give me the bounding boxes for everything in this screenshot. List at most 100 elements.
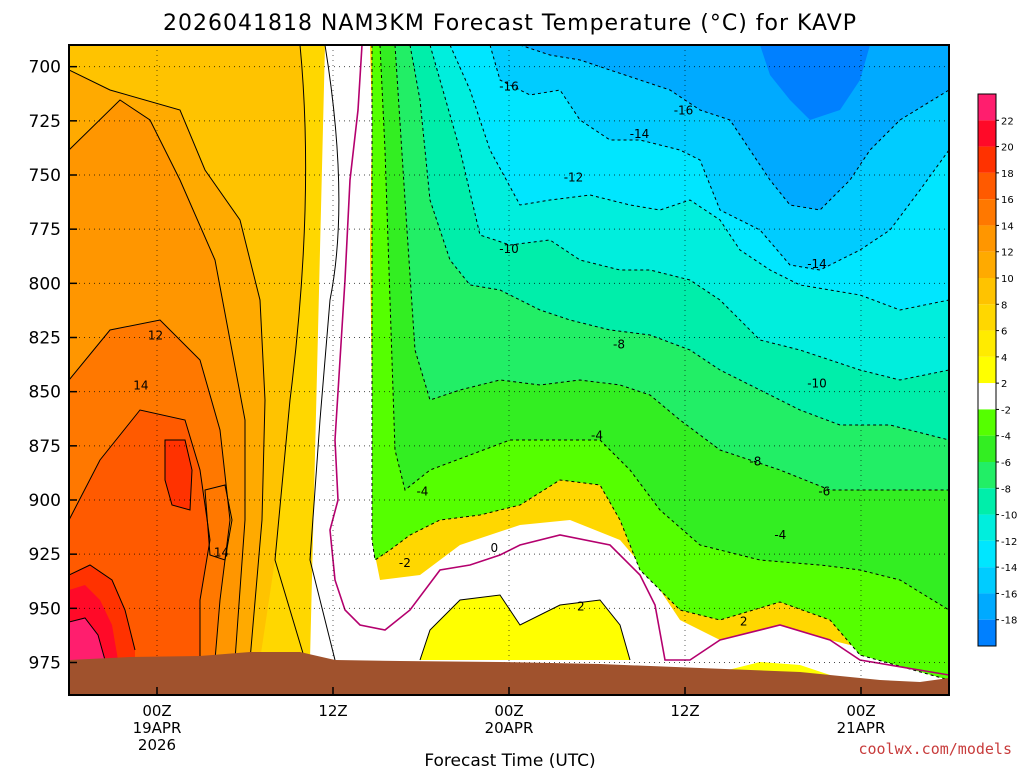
- contour-plus-18: [69, 564, 136, 651]
- colorbar-swatch: [978, 146, 996, 173]
- colorbar-swatch: [978, 462, 996, 489]
- colorbar-swatch: [978, 251, 996, 278]
- y-tick-label: 725: [29, 112, 61, 132]
- contour-label: -8: [613, 337, 625, 351]
- colorbar-swatch: [978, 278, 996, 305]
- band-warm-18: [165, 440, 192, 510]
- colorbar-label: 22: [1001, 116, 1014, 127]
- colorbar-label: -2: [1001, 405, 1011, 416]
- contour-label: 14: [133, 379, 148, 393]
- colorbar-label: -14: [1001, 563, 1017, 574]
- colorbar-swatch: [978, 225, 996, 252]
- contour-minus-16: [519, 45, 949, 211]
- band-surface-warm: [420, 595, 630, 660]
- x-axis-label: Forecast Time (UTC): [424, 751, 595, 768]
- y-tick-label: 800: [29, 274, 61, 294]
- contour-labels: -16 -16 -14 -12 -10 -14 -8 -10 -4 -8 -6 -4 -4 -2 0 2 2 12…: [133, 80, 830, 629]
- colorbar-swatch: [978, 172, 996, 200]
- contour-label: -10: [807, 376, 827, 390]
- contour-label: -16: [674, 103, 694, 117]
- x-tick-label: 12Z: [318, 702, 347, 720]
- colorbar-swatch: [978, 567, 996, 594]
- colorbar-swatch: [978, 383, 996, 410]
- contour-label: 12: [148, 329, 163, 343]
- contour-surface-2: [419, 594, 631, 661]
- temperature-field: [69, 45, 949, 695]
- colorbar-label: 14: [1001, 221, 1014, 232]
- colorbar-swatch: [978, 540, 996, 568]
- colorbar-label: -18: [1001, 616, 1017, 627]
- colorbar-label: -6: [1001, 458, 1011, 469]
- x-tick-label: 00Z: [846, 702, 875, 720]
- contour-plus-8: [69, 69, 266, 661]
- y-tick-label: 850: [29, 383, 61, 403]
- contour-plus-10: [69, 99, 246, 661]
- y-tick-label: 700: [29, 58, 61, 78]
- colorbar-swatch: [978, 356, 996, 384]
- colorbar-swatch: [978, 409, 996, 436]
- colorbar-label: -4: [1001, 432, 1011, 443]
- contour-zero: [329, 45, 949, 676]
- colorbar-swatch: [978, 619, 996, 646]
- contour-plus-16b: [204, 484, 233, 561]
- colorbar-label: -8: [1001, 484, 1011, 495]
- contour-lines-dashed: [371, 45, 949, 681]
- band-cold-18: [760, 45, 870, 120]
- x-tick-label: 00Z: [494, 702, 523, 720]
- contour-label: -4: [416, 485, 428, 499]
- contour-label: -14: [630, 127, 650, 141]
- colorbar-swatch: [978, 94, 996, 121]
- y-axis: 700 725 750 775 800 825 850 875 900 925 950 975: [29, 58, 77, 674]
- contour-minus-2: [371, 45, 949, 681]
- x-tick-label: 00Z: [142, 702, 171, 720]
- contour-plus-4: [274, 45, 307, 661]
- contour-label: 14: [214, 545, 229, 559]
- contour-label: 2: [740, 615, 748, 629]
- colorbar-swatch: [978, 330, 996, 357]
- contour-plus-14: [69, 409, 211, 660]
- contour-label: -4: [774, 528, 786, 542]
- contour-label: 2: [577, 600, 585, 614]
- colorbar: 22 20 18 16 14 12 10 8 6 4 2 -2 -4 -6 -8 -10 -12 -14 -16 -1…: [977, 93, 1017, 647]
- colorbar-label: 12: [1001, 248, 1014, 259]
- contour-minus-8: [409, 45, 949, 441]
- contour-minus-14: [489, 45, 949, 271]
- y-tick-label: 750: [29, 166, 61, 186]
- contour-plus-12: [69, 319, 231, 661]
- contour-plus-16: [164, 439, 193, 511]
- colorbar-swatch: [978, 488, 996, 515]
- colorbar-label: 4: [1001, 353, 1007, 364]
- colorbar-swatch: [978, 435, 996, 462]
- colorbar-label: -16: [1001, 589, 1017, 600]
- y-tick-label: 975: [29, 654, 61, 674]
- y-tick-label: 775: [29, 220, 61, 240]
- y-tick-label: 950: [29, 599, 61, 619]
- colorbar-label: 16: [1001, 195, 1014, 206]
- colorbar-label: 18: [1001, 169, 1014, 180]
- y-tick-label: 875: [29, 437, 61, 457]
- colorbar-label: 6: [1001, 327, 1007, 338]
- contour-plus-20: [69, 617, 106, 661]
- colorbar-label: -10: [1001, 511, 1017, 522]
- gridlines: [69, 45, 949, 695]
- colorbar-swatch: [978, 199, 996, 226]
- x-tick-label: 2026: [138, 736, 176, 754]
- contour-minus-4: [379, 45, 949, 611]
- ground-terrain: [69, 652, 949, 695]
- contour-plus-2: [309, 45, 340, 661]
- colorbar-label: 2: [1001, 379, 1007, 390]
- contour-label: -8: [749, 454, 761, 468]
- x-tick-label: 19APR: [133, 719, 182, 737]
- chart-title: 2026041818 NAM3KM Forecast Temperature (…: [163, 11, 857, 36]
- credit-text: coolwx.com/models: [858, 740, 1012, 758]
- contour-label: -4: [591, 428, 603, 442]
- contour-lines: [69, 45, 631, 661]
- x-tick-label: 20APR: [485, 719, 534, 737]
- contour-label: 0: [491, 541, 499, 555]
- colorbar-frame: [977, 93, 997, 647]
- contour-label: -2: [399, 556, 411, 570]
- colorbar-label: 20: [1001, 143, 1014, 154]
- colorbar-label: 8: [1001, 300, 1007, 311]
- contour-label: -10: [499, 242, 519, 256]
